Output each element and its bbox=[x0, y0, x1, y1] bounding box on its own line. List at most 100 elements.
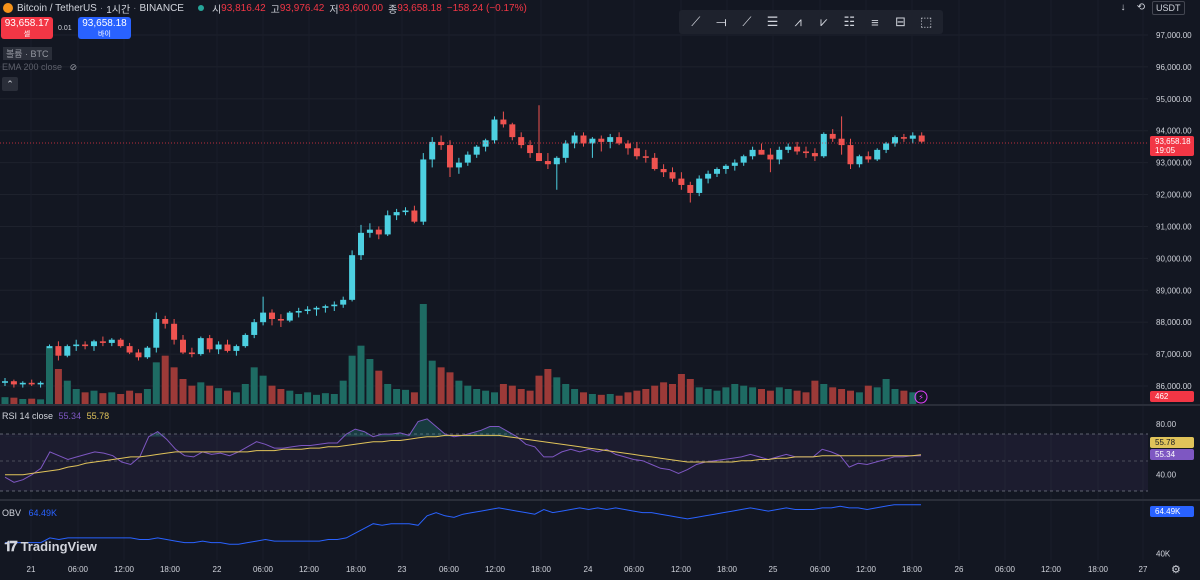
lightning-icon[interactable] bbox=[914, 390, 928, 404]
candle-body bbox=[366, 229, 373, 233]
volume-bar bbox=[615, 395, 623, 404]
eye-hidden-icon[interactable]: ⊘ bbox=[69, 62, 78, 72]
volume-bar bbox=[482, 390, 490, 404]
volume-bar bbox=[99, 393, 107, 404]
buy-button[interactable]: 93,658.18 바이 bbox=[78, 17, 131, 39]
volume-legend[interactable]: 볼륨 · BTC bbox=[3, 47, 52, 60]
time-tick-label: 27 bbox=[1139, 565, 1148, 574]
time-tick-label: 21 bbox=[27, 565, 36, 574]
candle-body bbox=[91, 341, 97, 347]
interval-label[interactable]: 1시간 bbox=[106, 4, 131, 16]
volume-bar bbox=[348, 355, 356, 404]
parallel-channel-icon[interactable]: ≡ bbox=[871, 14, 879, 30]
volume-bar bbox=[393, 389, 401, 404]
volume-bar bbox=[161, 355, 169, 404]
candle-body bbox=[117, 339, 124, 347]
arrow-down-icon[interactable]: ↓ bbox=[1120, 2, 1126, 13]
pattern-icon[interactable]: ⩗ bbox=[820, 14, 828, 29]
time-tick-label: 06:00 bbox=[624, 565, 645, 574]
volume-bar bbox=[10, 397, 18, 404]
symbol-name[interactable]: Bitcoin / TetherUS bbox=[17, 2, 97, 14]
candle-body bbox=[402, 210, 409, 213]
candle-body bbox=[820, 133, 827, 157]
candle-body bbox=[447, 145, 453, 168]
candle-body bbox=[99, 341, 106, 343]
close-label: 종 bbox=[388, 4, 398, 16]
candle-body bbox=[785, 146, 792, 150]
zigzag-icon[interactable]: ⩘ bbox=[794, 14, 802, 29]
rsi-title: RSI 14 close bbox=[2, 411, 54, 421]
drawing-toolbar: ⟋ ⟞ ⟋ ☰ ⩘ ⩗ ☷ ≡ ⊟ ⬚ bbox=[679, 10, 943, 34]
candle-body bbox=[749, 149, 756, 157]
candle-body bbox=[313, 307, 320, 310]
candle-body bbox=[322, 306, 329, 308]
candle-body bbox=[714, 169, 720, 174]
candle-body bbox=[171, 323, 178, 340]
currency-selector[interactable]: USDT bbox=[1152, 1, 1185, 15]
collapse-legend-button[interactable]: ⌃ bbox=[2, 77, 18, 91]
ema-legend[interactable]: EMA 200 close ⊘ bbox=[2, 62, 77, 73]
volume-bar bbox=[143, 389, 151, 404]
volume-bar bbox=[152, 362, 160, 404]
ray-icon[interactable]: ⟋ bbox=[742, 14, 752, 29]
trend-line-icon[interactable]: ⟋ bbox=[691, 14, 701, 29]
volume-bar bbox=[170, 367, 178, 404]
volume-bar bbox=[232, 392, 240, 404]
candle-body bbox=[625, 143, 631, 149]
candle-body bbox=[349, 255, 356, 300]
candle-body bbox=[144, 347, 151, 358]
tradingview-logo[interactable]: 𝟏𝟕 TradingView bbox=[4, 538, 97, 555]
volume-bar bbox=[642, 389, 650, 404]
time-tick-label: 06:00 bbox=[253, 565, 274, 574]
candle-body bbox=[847, 145, 854, 165]
time-tick-label: 18:00 bbox=[531, 565, 552, 574]
volume-bar bbox=[713, 390, 721, 404]
time-tick-label: 06:00 bbox=[995, 565, 1016, 574]
obv-line bbox=[5, 504, 921, 545]
volume-bar bbox=[704, 389, 712, 404]
long-short-icon[interactable]: ⊟ bbox=[895, 14, 906, 29]
candle-body bbox=[10, 381, 17, 385]
volume-bar bbox=[829, 387, 837, 404]
volume-bar bbox=[72, 389, 80, 404]
channel-icon[interactable]: ☷ bbox=[843, 14, 856, 29]
tradingview-wordmark: TradingView bbox=[20, 539, 97, 554]
time-tick-label: 12:00 bbox=[671, 565, 692, 574]
price-axis: 97,000.00 96,000.00 95,000.00 94,000.00 93,0… bbox=[1156, 31, 1192, 559]
candle-body bbox=[37, 382, 44, 385]
volume-bar bbox=[793, 390, 801, 404]
candle-body bbox=[215, 344, 222, 350]
candle-body bbox=[438, 141, 445, 146]
price-tick-label: 86,000.00 bbox=[1156, 382, 1192, 391]
volume-bar bbox=[882, 379, 890, 404]
price-tick-label: 97,000.00 bbox=[1156, 31, 1192, 40]
volume-bar bbox=[330, 394, 338, 404]
sell-button[interactable]: 93,658.17 셀 bbox=[1, 17, 53, 39]
candle-body bbox=[758, 149, 765, 155]
horizontal-ray-icon[interactable]: ⟞ bbox=[715, 14, 727, 29]
replay-icon[interactable]: ⟲ bbox=[1136, 2, 1146, 13]
volume-bar bbox=[855, 392, 863, 404]
volume-bars bbox=[1, 304, 917, 404]
candle-body bbox=[108, 339, 115, 343]
candle-body bbox=[188, 352, 195, 355]
rectangle-icon[interactable]: ⬚ bbox=[919, 14, 933, 29]
candle-body bbox=[384, 215, 391, 235]
rsi-legend-value: 55.34 bbox=[58, 411, 82, 421]
candle-body bbox=[776, 149, 783, 160]
candle-body bbox=[740, 156, 747, 163]
volume-bar bbox=[446, 372, 454, 404]
volume-bar bbox=[491, 392, 498, 404]
fib-icon[interactable]: ☰ bbox=[766, 14, 779, 29]
obv-legend[interactable]: OBV 64.49K bbox=[2, 508, 57, 518]
volume-bar bbox=[46, 348, 53, 404]
gear-icon[interactable]: ⚙ bbox=[1171, 564, 1181, 576]
volume-bar bbox=[357, 345, 365, 404]
volume-bar bbox=[740, 385, 748, 404]
candle-body bbox=[829, 133, 836, 139]
rsi-legend[interactable]: RSI 14 close 55.34 55.78 bbox=[2, 411, 109, 421]
volume-bar bbox=[651, 385, 659, 404]
candle-body bbox=[331, 304, 338, 307]
